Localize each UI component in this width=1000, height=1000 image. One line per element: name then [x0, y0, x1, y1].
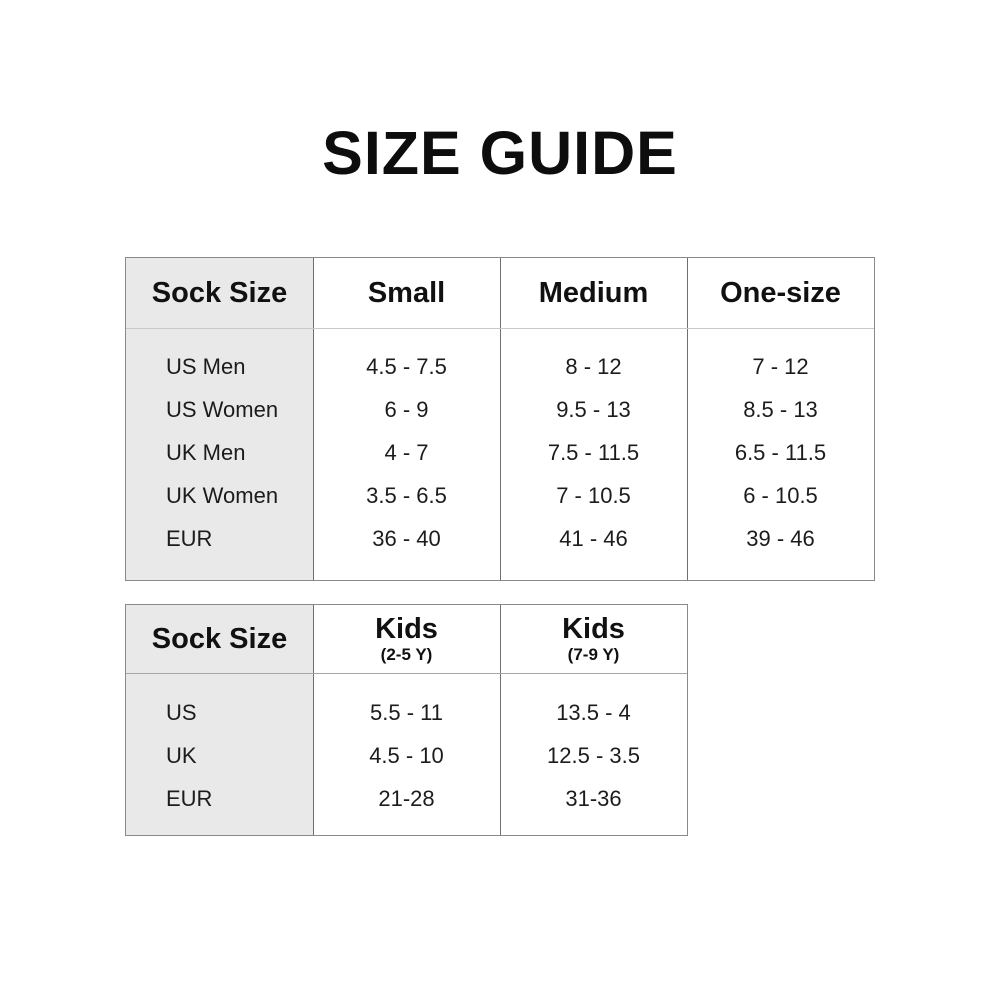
size-value-cell: 6 - 10.5: [743, 482, 818, 508]
table-body: US 5.5 - 11 13.5 - 4 UK 4.5 - 10 12.5 - …: [126, 674, 687, 835]
size-value-cell: 7 - 12: [752, 353, 809, 379]
size-value-cell: 5.5 - 11: [370, 699, 443, 725]
table-row: EUR 36 - 40 41 - 46 39 - 46: [126, 517, 874, 560]
row-label: EUR: [166, 785, 213, 811]
size-value-cell: 36 - 40: [372, 525, 441, 551]
size-value-cell: 8.5 - 13: [743, 396, 818, 422]
label-column-shade: [126, 605, 314, 835]
row-label: UK: [166, 742, 197, 768]
table-row: US Men 4.5 - 7.5 8 - 12 7 - 12: [126, 345, 874, 388]
table-header-row: Sock Size Kids (2-5 Y) Kids (7-9 Y): [126, 605, 687, 674]
column-header-small: Small: [367, 276, 446, 309]
size-value-cell: 7 - 10.5: [556, 482, 631, 508]
table-corner-header: Sock Size: [151, 276, 288, 309]
size-table-adult: Sock Size Small Medium One-size US Men 4…: [125, 257, 875, 581]
page-title: SIZE GUIDE: [322, 119, 678, 187]
size-value-cell: 7.5 - 11.5: [547, 439, 640, 465]
column-divider: [313, 258, 314, 580]
column-divider: [312, 605, 314, 835]
column-header-label: Kids: [562, 612, 625, 645]
size-value-cell: 4.5 - 10: [369, 742, 444, 768]
size-value-cell: 4 - 7: [384, 439, 429, 465]
row-label: US Women: [166, 396, 279, 422]
table-row: UK Women 3.5 - 6.5 7 - 10.5 6 - 10.5: [126, 474, 874, 517]
label-column-shade: [126, 258, 313, 580]
column-divider: [500, 258, 501, 580]
size-value-cell: 39 - 46: [746, 525, 815, 551]
table-row: UK 4.5 - 10 12.5 - 3.5: [126, 734, 687, 777]
row-label: UK Men: [166, 439, 246, 465]
size-value-cell: 31-36: [565, 785, 622, 811]
table-row: EUR 21-28 31-36: [126, 777, 687, 820]
row-label: US Men: [166, 353, 246, 379]
row-label: UK Women: [166, 482, 279, 508]
column-header-sublabel: (7-9 Y): [567, 645, 620, 665]
column-divider: [499, 605, 501, 835]
column-header-medium: Medium: [538, 276, 649, 309]
table-row: UK Men 4 - 7 7.5 - 11.5 6.5 - 11.5: [126, 431, 874, 474]
column-header-sublabel: (2-5 Y): [380, 645, 433, 665]
size-value-cell: 8 - 12: [565, 353, 622, 379]
column-header-kids-7-9: Kids (7-9 Y): [500, 614, 687, 664]
size-value-cell: 13.5 - 4: [556, 699, 631, 725]
table-row: US 5.5 - 11 13.5 - 4: [126, 691, 687, 734]
column-header-kids-2-5: Kids (2-5 Y): [313, 614, 500, 664]
size-value-cell: 3.5 - 6.5: [366, 482, 447, 508]
size-table-kids: Sock Size Kids (2-5 Y) Kids (7-9 Y) US 5…: [125, 604, 688, 836]
size-value-cell: 9.5 - 13: [556, 396, 631, 422]
size-value-cell: 6.5 - 11.5: [734, 439, 827, 465]
size-value-cell: 4.5 - 7.5: [366, 353, 447, 379]
table-corner-header: Sock Size: [151, 622, 288, 655]
size-value-cell: 41 - 46: [559, 525, 628, 551]
column-divider: [687, 258, 688, 580]
column-header-one-size: One-size: [720, 276, 841, 309]
table-row: US Women 6 - 9 9.5 - 13 8.5 - 13: [126, 388, 874, 431]
column-header-label: Kids: [375, 612, 438, 645]
size-value-cell: 12.5 - 3.5: [547, 742, 640, 768]
table-body: US Men 4.5 - 7.5 8 - 12 7 - 12 US Women …: [126, 329, 874, 580]
size-value-cell: 6 - 9: [384, 396, 429, 422]
row-label: US: [166, 699, 197, 725]
size-value-cell: 21-28: [378, 785, 435, 811]
table-header-row: Sock Size Small Medium One-size: [126, 258, 874, 329]
row-label: EUR: [166, 525, 213, 551]
